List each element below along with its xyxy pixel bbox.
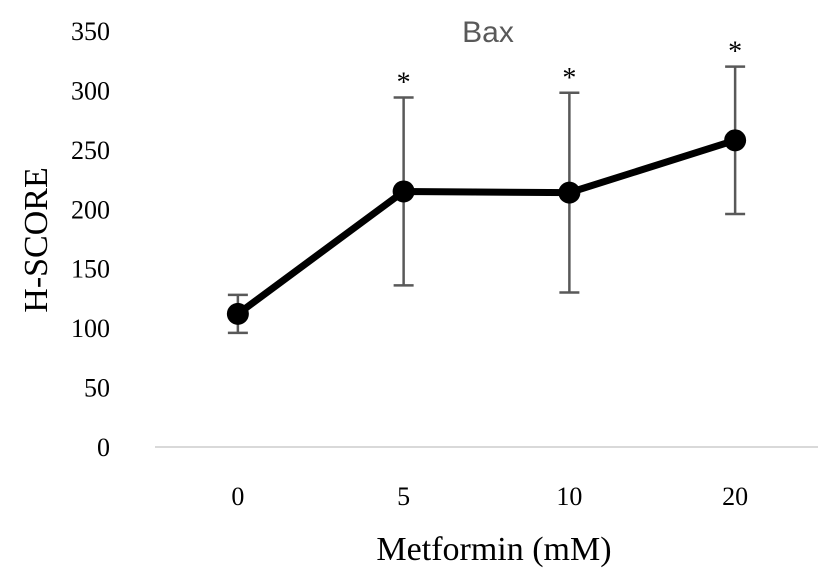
x-tick-label-2: 10 <box>556 482 582 511</box>
significance-label-1: * <box>397 68 411 99</box>
y-tick-label-1: 50 <box>84 374 110 403</box>
x-tick-labels: 0 5 10 20 <box>231 482 748 511</box>
chart-title: Bax <box>462 16 514 49</box>
significance-label-2: * <box>562 63 576 94</box>
y-tick-label-4: 200 <box>71 195 110 224</box>
y-tick-label-7: 350 <box>71 17 110 46</box>
y-tick-label-6: 300 <box>71 76 110 105</box>
x-tick-label-3: 20 <box>722 482 748 511</box>
data-point-1 <box>392 180 415 203</box>
y-tick-label-3: 150 <box>71 255 110 284</box>
y-tick-label-2: 100 <box>71 314 110 343</box>
y-axis-title: H-SCORE <box>18 167 55 312</box>
series-line <box>234 136 739 318</box>
data-points <box>226 129 747 325</box>
x-axis-title: Metformin (mM) <box>376 531 611 568</box>
significance-labels: * * * <box>397 37 743 99</box>
x-tick-label-1: 5 <box>397 482 410 511</box>
error-bars <box>227 65 746 335</box>
data-point-3 <box>724 129 747 152</box>
x-tick-label-0: 0 <box>231 482 244 511</box>
data-point-0 <box>226 302 249 325</box>
significance-label-3: * <box>728 37 742 68</box>
y-tick-label-5: 250 <box>71 136 110 165</box>
data-point-2 <box>558 181 581 204</box>
y-tick-label-0: 0 <box>97 433 110 462</box>
y-tick-labels: 0 50 100 150 200 250 300 350 <box>71 17 110 462</box>
